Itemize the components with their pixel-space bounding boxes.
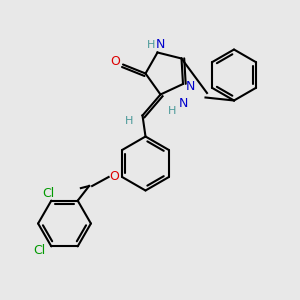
Text: N: N [178,97,188,110]
Text: Cl: Cl [42,187,54,200]
Text: N: N [156,38,165,52]
Text: H: H [147,40,156,50]
Text: H: H [125,116,133,127]
Text: O: O [110,170,120,184]
Text: N: N [186,80,195,94]
Text: Cl: Cl [33,244,45,257]
Text: O: O [111,55,120,68]
Text: H: H [168,106,177,116]
